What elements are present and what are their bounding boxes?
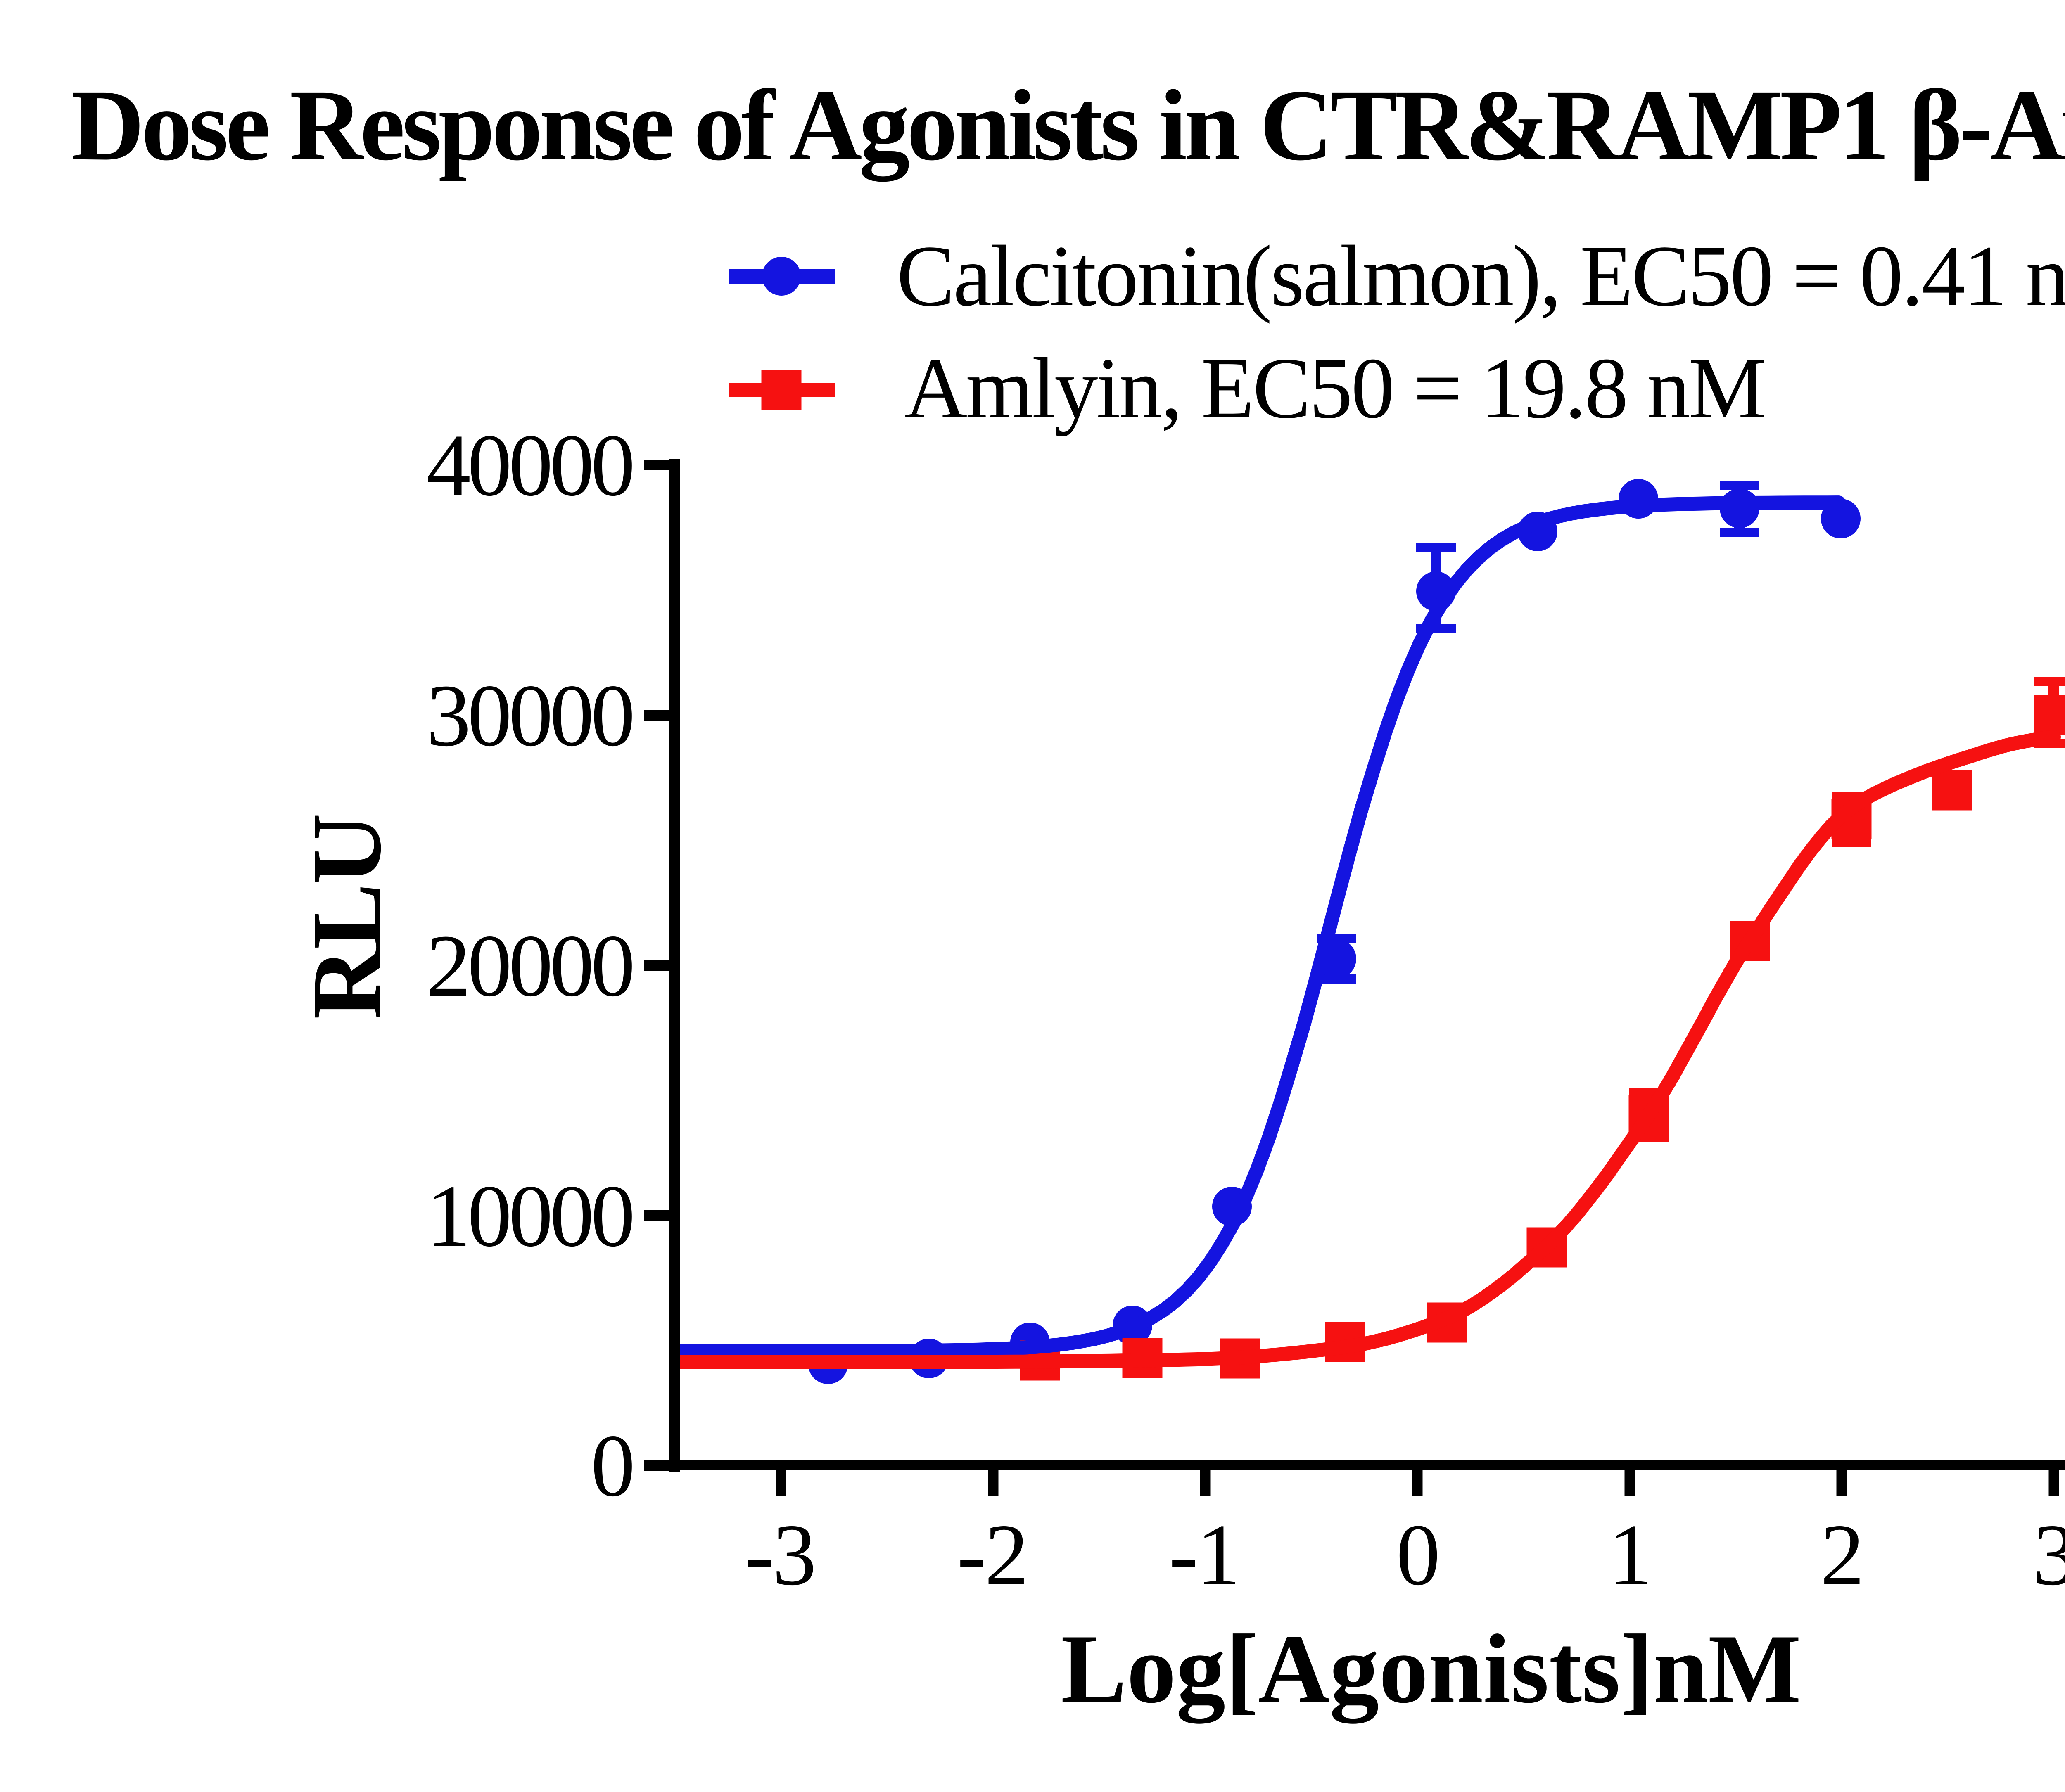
svg-text:2: 2: [1821, 1506, 1863, 1604]
svg-text:0: 0: [1396, 1506, 1439, 1604]
svg-text:RLU: RLU: [292, 815, 401, 1019]
svg-text:Calcitonin(salmon), EC50 = 0.4: Calcitonin(salmon), EC50 = 0.41 nM: [897, 228, 2065, 324]
svg-text:3: 3: [2033, 1506, 2065, 1604]
svg-text:40000: 40000: [427, 416, 632, 514]
svg-text:1: 1: [1609, 1506, 1651, 1604]
svg-text:20000: 20000: [427, 916, 632, 1015]
svg-text:10000: 10000: [427, 1166, 632, 1265]
svg-text:Dose Response of Agonists in C: Dose Response of Agonists in CTR&RAMP1 β…: [71, 69, 2065, 182]
svg-text:0: 0: [591, 1416, 632, 1515]
svg-text:-3: -3: [745, 1506, 814, 1604]
svg-text:-2: -2: [957, 1506, 1027, 1604]
svg-text:Amlyin, EC50 = 19.8 nM: Amlyin, EC50 = 19.8 nM: [904, 340, 1764, 436]
svg-text:-1: -1: [1169, 1506, 1239, 1604]
svg-text:30000: 30000: [427, 666, 632, 765]
svg-text:Log[Agonists]nM: Log[Agonists]nM: [1061, 1614, 1802, 1724]
